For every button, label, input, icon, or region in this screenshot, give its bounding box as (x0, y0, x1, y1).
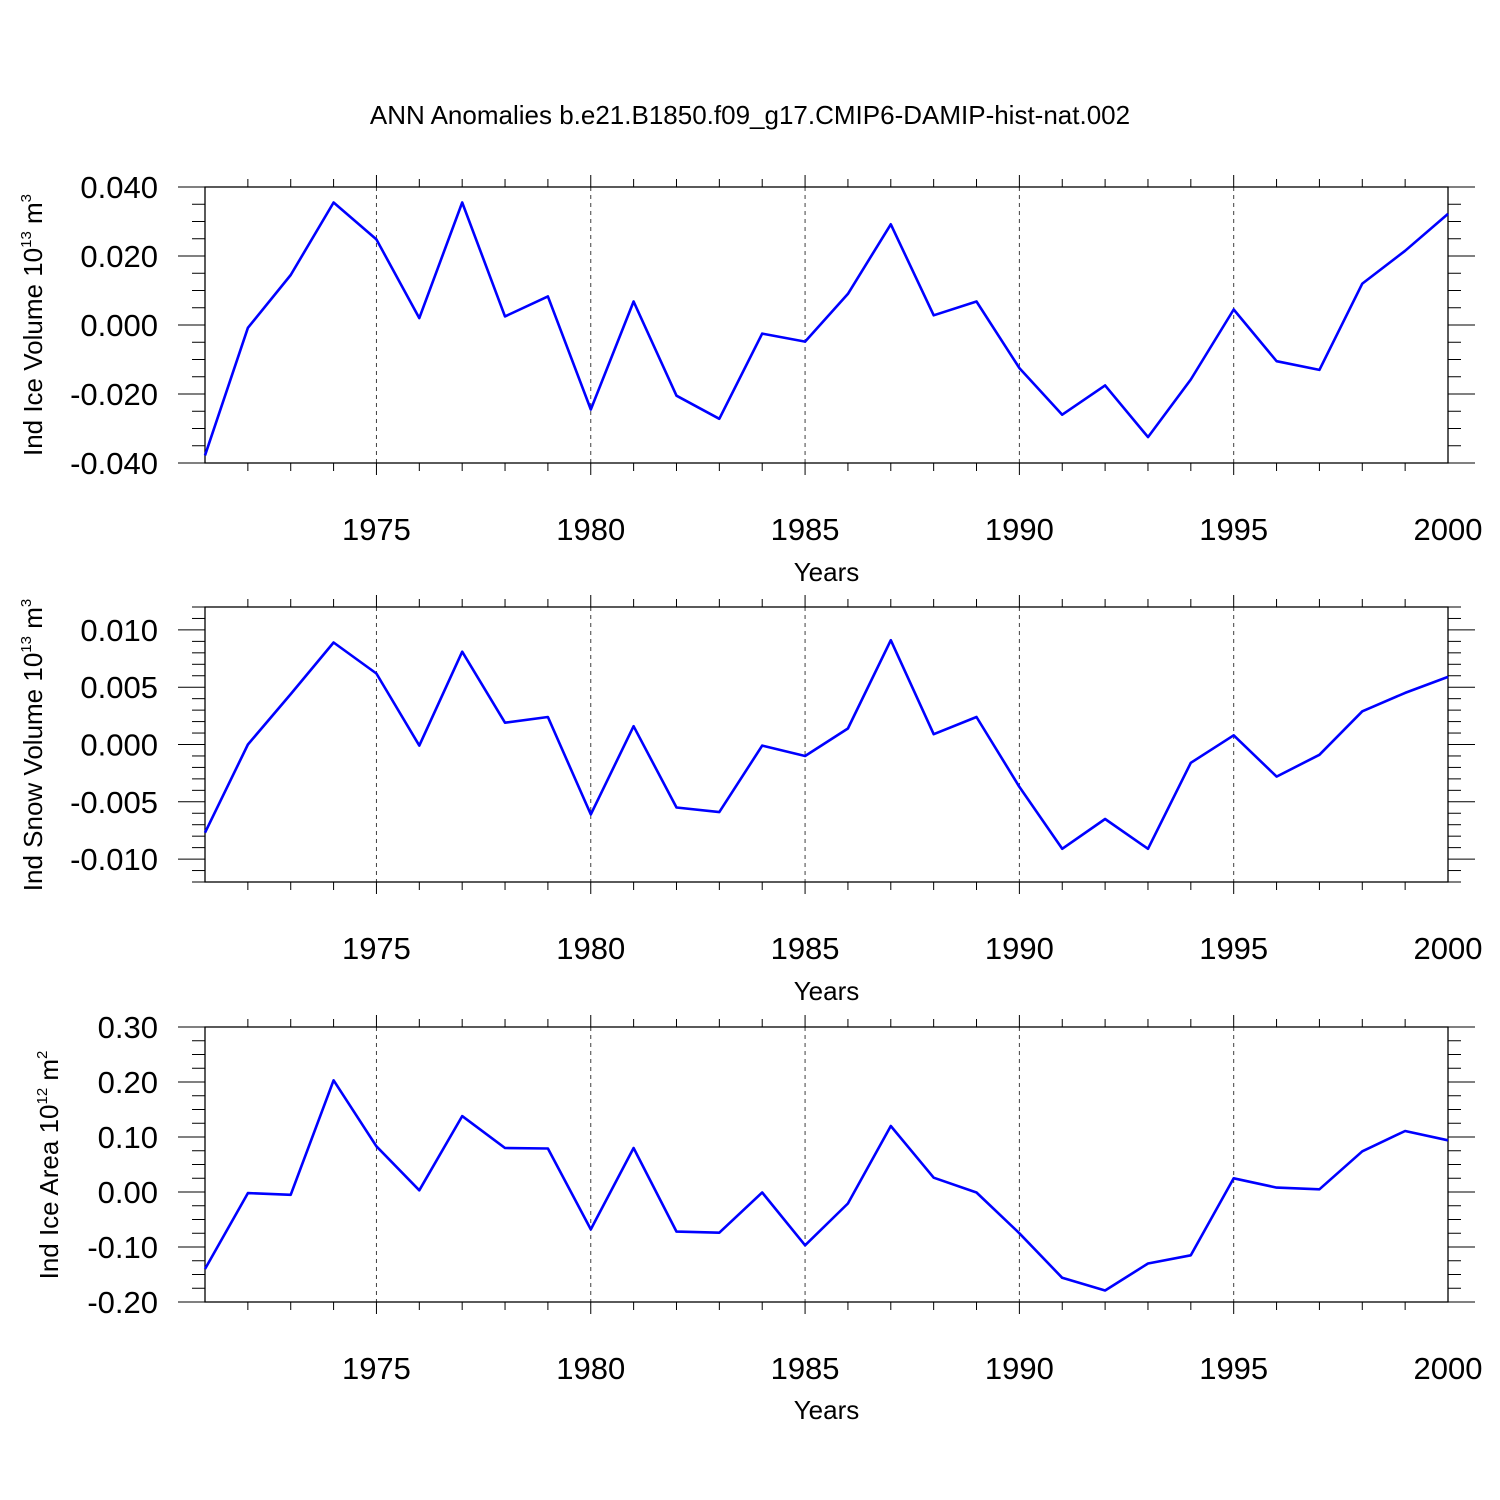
x-tick-label: 1995 (1199, 1351, 1268, 1386)
x-tick-label: 2000 (1414, 1351, 1483, 1386)
x-tick-label: 2000 (1414, 512, 1483, 547)
series-line (203, 201, 1449, 456)
x-tick-label: 1980 (556, 931, 625, 966)
y-tick-label: 0.005 (80, 670, 158, 705)
x-tick-label: 1975 (342, 1351, 411, 1386)
y-tick-label: 0.000 (80, 308, 158, 343)
y-tick-label: -0.040 (70, 446, 158, 481)
x-tick-label: 1985 (771, 512, 840, 547)
x-tick-label: 1975 (342, 931, 411, 966)
y-axis-label: Ind Ice Area 1012 m2 (34, 1051, 64, 1280)
y-tick-label: 0.30 (98, 1010, 158, 1045)
y-tick-label: 0.040 (80, 170, 158, 205)
x-tick-label: 1990 (985, 1351, 1054, 1386)
x-tick-label: 2000 (1414, 931, 1483, 966)
plot-frame (204, 186, 1449, 464)
y-tick-label: 0.10 (98, 1120, 158, 1155)
y-tick-label: 0.20 (98, 1065, 158, 1100)
x-tick-label: 1990 (985, 512, 1054, 547)
y-tick-label: 0.020 (80, 239, 158, 274)
y-axis-label: Ind Snow Volume 1013 m3 (18, 599, 48, 891)
x-tick-label: 1990 (985, 931, 1054, 966)
ice-area-panel: -0.20 -0.10 0.00 0.10 0.20 0.30 1975 1980 1985 19… (34, 1010, 1482, 1425)
y-tick-label: 0.000 (80, 728, 158, 763)
y-axis-label: Ind Ice Volume 1013 m3 (18, 194, 48, 456)
series-line (203, 638, 1449, 851)
y-tick-label: 0.00 (98, 1175, 158, 1210)
y-tick-label: -0.20 (87, 1285, 158, 1320)
x-tick-label: 1995 (1199, 512, 1268, 547)
x-tick-label: 1980 (556, 512, 625, 547)
plot-frame (204, 1026, 1449, 1303)
y-tick-label: -0.020 (70, 377, 158, 412)
y-tick-label: 0.010 (80, 613, 158, 648)
x-axis-label: Years (794, 976, 860, 1006)
series-line (203, 1079, 1449, 1292)
x-axis-label: Years (794, 557, 860, 587)
y-tick-label: -0.010 (70, 842, 158, 877)
chart-title: ANN Anomalies b.e21.B1850.f09_g17.CMIP6-… (370, 100, 1130, 130)
snow-volume-panel: -0.010 -0.005 0.000 0.005 0.010 1975 1980 1985 1… (18, 595, 1482, 1006)
y-tick-label: -0.005 (70, 785, 158, 820)
x-tick-label: 1980 (556, 1351, 625, 1386)
x-tick-label: 1975 (342, 512, 411, 547)
y-tick-label: -0.10 (87, 1230, 158, 1265)
x-axis-label: Years (794, 1395, 860, 1425)
ice-volume-panel: -0.040 -0.020 0.000 0.020 0.040 1975 1980 1985 1… (18, 170, 1482, 587)
plot-frame (204, 606, 1449, 883)
x-tick-label: 1995 (1199, 931, 1268, 966)
x-tick-label: 1985 (771, 1351, 840, 1386)
x-tick-label: 1985 (771, 931, 840, 966)
